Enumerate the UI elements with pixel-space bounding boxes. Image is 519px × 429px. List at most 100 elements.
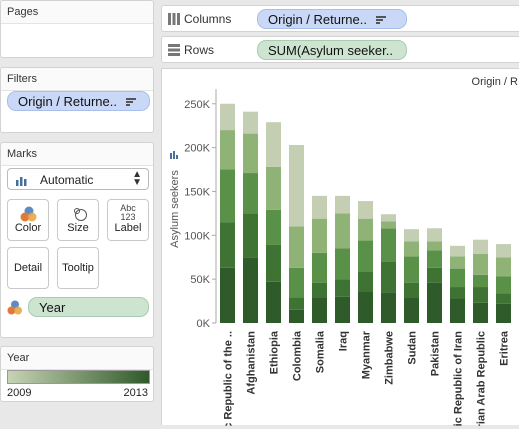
color-circles-icon bbox=[20, 206, 38, 222]
bar-segment bbox=[450, 256, 465, 269]
x-category-label: Somalia bbox=[315, 330, 327, 373]
bar-segment bbox=[220, 130, 235, 170]
color-button[interactable]: Color bbox=[7, 199, 49, 241]
color-field-pill-year[interactable]: Year bbox=[28, 297, 149, 317]
bar-segment bbox=[404, 282, 419, 298]
y-tick-label: 0K bbox=[197, 318, 211, 330]
bar-segment bbox=[496, 257, 511, 277]
marks-card: Marks Automatic ▲ ▼ Color Size Abc 123 La… bbox=[0, 142, 154, 338]
bar-segment bbox=[473, 253, 488, 275]
y-tick-label: 200K bbox=[184, 143, 210, 155]
bar-segment bbox=[335, 213, 350, 249]
bar-segment bbox=[312, 282, 327, 298]
bar-segment bbox=[404, 297, 419, 323]
bar-segment bbox=[427, 282, 442, 323]
updown-arrow-icon: ▲ ▼ bbox=[132, 169, 142, 188]
bar-segment bbox=[473, 287, 488, 303]
label-button[interactable]: Abc 123 Label bbox=[107, 199, 149, 241]
abc-123-icon: Abc 123 bbox=[120, 203, 136, 222]
x-category-label: ic Republic of Iran bbox=[453, 331, 465, 426]
bar-segment bbox=[473, 274, 488, 288]
bar-segment bbox=[496, 276, 511, 294]
sort-icon bbox=[125, 97, 136, 106]
bar-segment bbox=[473, 302, 488, 323]
bar-segment bbox=[427, 241, 442, 251]
axis-icon-bar bbox=[173, 151, 175, 159]
rows-pill-asylum[interactable]: SUM(Asylum seeker.. bbox=[257, 40, 407, 60]
x-category-label: Pakistan bbox=[430, 331, 442, 377]
x-category-label: Ethiopia bbox=[269, 330, 281, 374]
bar-segment bbox=[312, 297, 327, 323]
bar-segment bbox=[266, 166, 281, 210]
rows-pill-label: SUM(Asylum seeker.. bbox=[268, 43, 393, 58]
bar-segment bbox=[381, 292, 396, 323]
bar-segment bbox=[404, 229, 419, 242]
bar-chart-icon bbox=[16, 175, 28, 186]
x-category-label: Colombia bbox=[292, 330, 304, 381]
label-button-label: Label bbox=[114, 222, 142, 234]
mark-type-select[interactable]: Automatic ▲ ▼ bbox=[7, 168, 149, 190]
x-category-label: Myanmar bbox=[361, 330, 373, 379]
bar-segment bbox=[289, 144, 304, 227]
bar-segment bbox=[496, 303, 511, 323]
axis-icon-bar bbox=[170, 153, 172, 159]
detail-button[interactable]: Detail bbox=[7, 247, 49, 289]
bar-segment bbox=[404, 256, 419, 283]
y-tick-label: 150K bbox=[184, 186, 210, 198]
bar-segment bbox=[427, 228, 442, 242]
bar-segment bbox=[427, 267, 442, 283]
bar-segment bbox=[220, 103, 235, 131]
bar-segment bbox=[335, 279, 350, 297]
detail-button-label: Detail bbox=[13, 262, 43, 274]
columns-pill-label: Origin / Returne.. bbox=[268, 12, 367, 27]
filter-pill-origin[interactable]: Origin / Returne.. bbox=[7, 91, 150, 111]
bar-segment bbox=[266, 209, 281, 245]
bar-segment bbox=[312, 195, 327, 219]
axis-icon-bar bbox=[176, 155, 178, 159]
y-tick-label: 100K bbox=[184, 230, 210, 242]
filters-card[interactable]: Filters Origin / Returne.. bbox=[0, 67, 154, 133]
bar-segment bbox=[266, 122, 281, 167]
tooltip-button[interactable]: Tooltip bbox=[57, 247, 99, 289]
bar-segment bbox=[450, 245, 465, 257]
bar-segment bbox=[312, 252, 327, 283]
bar-segment bbox=[450, 298, 465, 323]
bar-segment bbox=[243, 173, 258, 214]
tooltip-button-label: Tooltip bbox=[62, 262, 94, 274]
bar-segment bbox=[243, 111, 258, 134]
bar-segment bbox=[312, 218, 327, 253]
x-category-label: Afghanistan bbox=[246, 331, 258, 395]
size-button[interactable]: Size bbox=[57, 199, 99, 241]
chart-header: Origin / R bbox=[472, 76, 519, 88]
bar-segment bbox=[381, 214, 396, 222]
bar-segment bbox=[266, 244, 281, 282]
filter-pill-label: Origin / Returne.. bbox=[18, 94, 117, 109]
chart-view[interactable]: Origin / R 0K 50K 100K 150K 200K 250K Asylum se… bbox=[161, 68, 519, 429]
columns-icon bbox=[168, 13, 180, 25]
bar-segment bbox=[289, 267, 304, 298]
bar-segment bbox=[496, 244, 511, 258]
bar-segment bbox=[243, 213, 258, 258]
rows-icon bbox=[168, 44, 180, 56]
columns-pill-origin[interactable]: Origin / Returne.. bbox=[257, 9, 407, 29]
bar-segment bbox=[381, 261, 396, 293]
rows-shelf[interactable]: Rows SUM(Asylum seeker.. bbox=[161, 36, 519, 63]
x-category-label: Iraq bbox=[338, 331, 350, 351]
bar-segment bbox=[358, 218, 373, 241]
filters-title: Filters bbox=[1, 68, 153, 91]
bar-segment bbox=[450, 287, 465, 299]
bar-segment bbox=[289, 309, 304, 323]
bar-segment bbox=[427, 250, 442, 268]
marks-title: Marks bbox=[1, 143, 153, 166]
color-field-label: Year bbox=[39, 300, 66, 315]
x-category-label: rian Arab Republic bbox=[476, 331, 488, 426]
x-category-label: Sudan bbox=[407, 331, 419, 365]
bar-segment bbox=[335, 248, 350, 280]
pages-card[interactable]: Pages bbox=[0, 0, 154, 58]
bar-segment bbox=[358, 271, 373, 292]
year-gradient-bar bbox=[7, 370, 150, 384]
columns-label: Columns bbox=[184, 12, 232, 26]
columns-shelf[interactable]: Columns Origin / Returne.. bbox=[161, 5, 519, 32]
bar-segment bbox=[404, 241, 419, 257]
size-button-label: Size bbox=[67, 222, 89, 234]
